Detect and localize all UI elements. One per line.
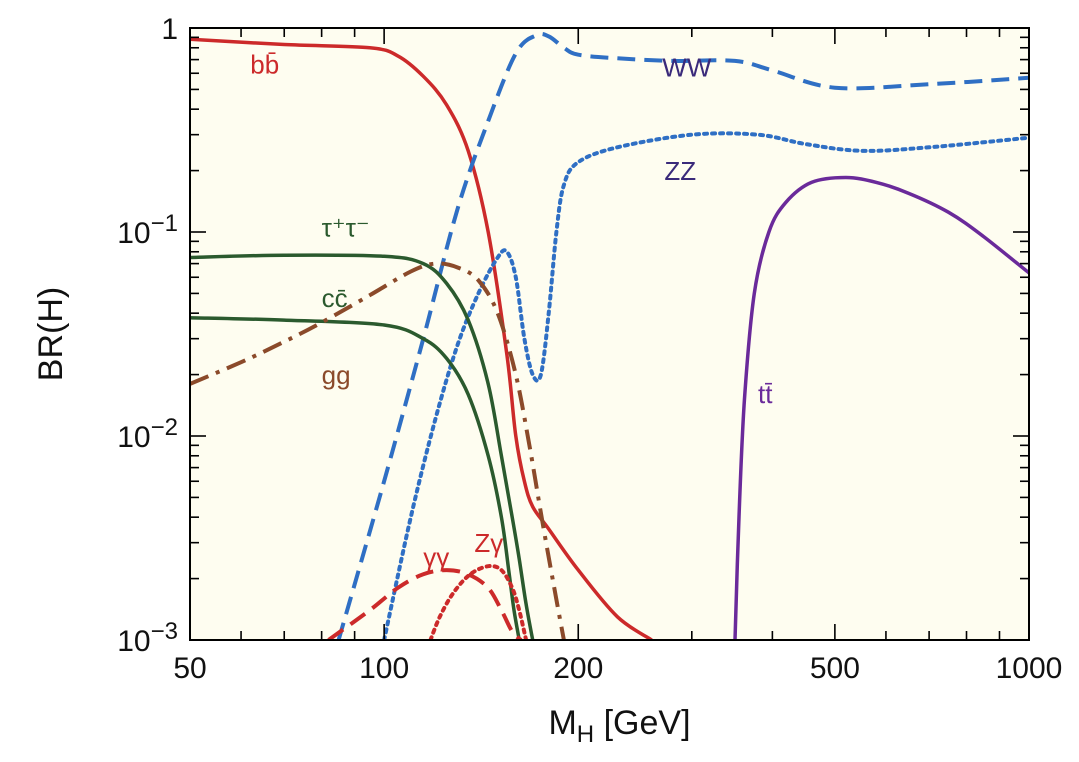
y-tick-label: 10−1 [117, 210, 178, 250]
series-line-zz [382, 131, 1029, 640]
series-line-cc [190, 315, 521, 640]
y-tick-label: 10−3 [117, 618, 178, 658]
series-label: ZZ [664, 156, 696, 186]
series-label: gg [322, 360, 351, 390]
series-label: cc̄ [322, 283, 348, 313]
series-line-bb [190, 37, 653, 640]
series-label: WW [662, 52, 712, 82]
series-label: bb̄ [250, 49, 279, 79]
plot-frame [189, 27, 1030, 641]
series-label: γγ [423, 542, 449, 572]
x-tick-label: 1000 [996, 652, 1063, 685]
x-tick-label: 100 [359, 652, 409, 685]
x-tick-label: 500 [810, 652, 860, 685]
y-tick-exponent: −3 [151, 618, 178, 645]
series-line-gg [190, 261, 566, 640]
y-axis-title: BR(H) [32, 287, 70, 381]
series-label: tt̄ [758, 379, 773, 409]
x-axis-title-rest: [GeV] [594, 704, 690, 742]
y-tick-base: 10 [117, 421, 150, 454]
plot-area [190, 28, 1029, 640]
series-line-gamma-gamma [327, 568, 523, 640]
y-tick-label: 1 [161, 13, 178, 46]
series-label: τ⁺τ⁻ [322, 213, 370, 243]
y-tick-base: 1 [161, 13, 178, 46]
series-labels: bb̄ WW ZZ τ⁺τ⁻ cc̄ gg tt̄ γγ Zγ [250, 49, 773, 572]
series-line-tt [733, 175, 1029, 640]
x-tick-label: 200 [553, 652, 603, 685]
x-axis-title: MH [GeV] [548, 704, 690, 748]
y-tick-base: 10 [117, 217, 150, 250]
series-label: Zγ [474, 528, 503, 558]
y-tick-label: 10−2 [117, 414, 178, 454]
y-tick-exponent: −1 [151, 210, 178, 237]
x-axis-title-main: M [548, 704, 576, 742]
x-axis-title-subscript: H [577, 721, 594, 748]
series-line-z-gamma [428, 564, 529, 640]
series-layer [190, 31, 1029, 640]
series-line-tautau [190, 253, 535, 640]
x-tick-label: 50 [173, 652, 206, 685]
y-tick-exponent: −2 [151, 414, 178, 441]
y-tick-base: 10 [117, 625, 150, 658]
